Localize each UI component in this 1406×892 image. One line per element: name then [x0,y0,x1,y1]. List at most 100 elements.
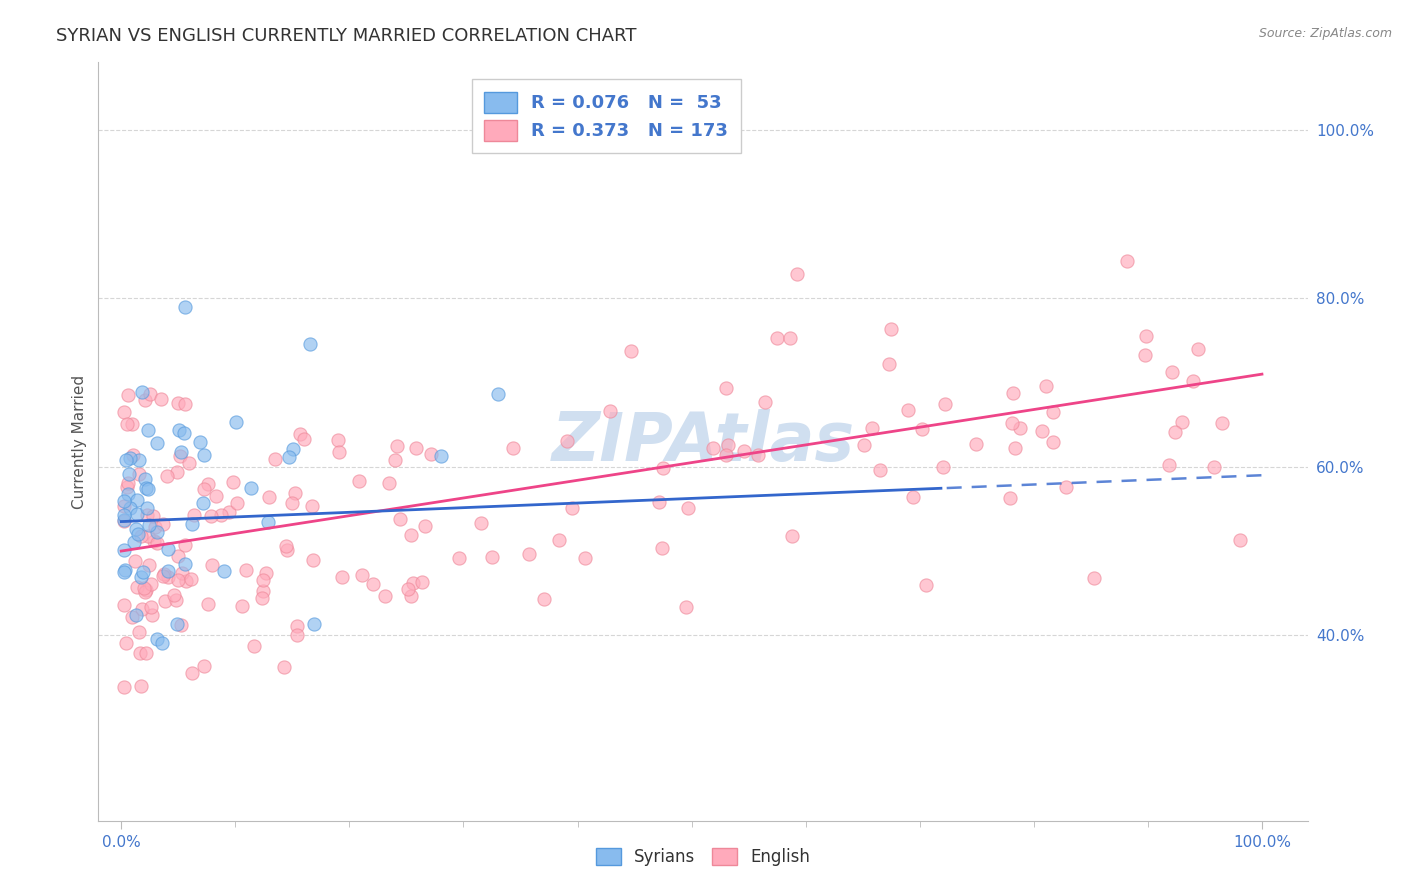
Point [180,666,202,681]
Point [112,599,135,613]
Point [347,474,370,488]
Point [396,582,419,596]
Point [599,403,621,417]
Point [298,337,321,351]
Point [136,424,159,438]
Point [124,554,146,568]
Point [1229,533,1251,547]
Point [860,421,883,435]
Point [121,448,143,462]
Point [167,549,190,563]
Point [879,322,901,336]
Point [193,482,215,496]
Point [714,381,737,395]
Point [128,646,150,660]
Point [276,542,298,557]
Point [897,403,920,417]
Point [387,439,409,453]
Point [405,441,427,455]
Point [118,467,141,481]
Point [301,500,323,514]
Point [1211,416,1233,430]
Point [173,558,195,572]
Point [173,538,195,552]
Point [157,564,180,578]
Point [180,572,202,586]
Point [201,558,224,573]
Point [714,448,737,462]
Point [779,331,801,345]
Point [488,386,510,401]
Point [1159,458,1181,472]
Point [135,508,157,523]
Point [139,387,162,401]
Point [411,575,433,590]
Point [517,547,540,561]
Point [163,588,186,602]
Point [302,616,325,631]
Point [420,447,443,461]
Point [166,573,188,587]
Point [1160,365,1182,379]
Point [257,491,280,505]
Legend: R = 0.076   N =  53, R = 0.373   N = 173: R = 0.076 N = 53, R = 0.373 N = 173 [472,79,741,153]
Point [934,397,956,411]
Point [112,543,135,558]
Point [1202,459,1225,474]
Point [152,569,174,583]
Point [1164,425,1187,439]
Point [914,578,936,592]
Point [285,619,308,633]
Point [169,449,191,463]
Point [125,607,148,622]
Legend: Syrians, English: Syrians, English [588,840,818,875]
Point [1001,416,1024,430]
Point [127,492,149,507]
Point [389,512,412,526]
Point [174,301,197,315]
Point [733,443,755,458]
Point [225,496,247,510]
Point [430,450,453,464]
Point [118,451,141,466]
Point [302,553,325,567]
Point [384,453,406,467]
Point [620,344,643,359]
Point [1042,434,1064,449]
Point [134,392,156,407]
Point [112,565,135,579]
Point [129,529,152,543]
Point [780,529,803,543]
Point [141,599,163,614]
Point [402,576,425,591]
Point [183,508,205,523]
Point [115,452,138,467]
Point [197,477,219,491]
Point [399,528,422,542]
Point [675,600,697,615]
Point [877,357,900,371]
Point [1181,374,1204,388]
Point [193,659,215,673]
Point [555,434,578,449]
Point [374,589,396,603]
Point [157,542,180,557]
Point [401,589,423,603]
Point [1001,386,1024,401]
Point [188,435,211,450]
Point [652,460,675,475]
Point [240,481,263,495]
Point [361,576,384,591]
Point [931,459,953,474]
Point [561,501,583,516]
Point [209,508,232,522]
Point [197,597,219,611]
Point [142,508,165,523]
Point [170,445,193,459]
Point [252,573,274,587]
Point [127,581,149,595]
Point [1115,253,1137,268]
Point [205,489,228,503]
Point [276,539,298,553]
Point [1042,405,1064,419]
